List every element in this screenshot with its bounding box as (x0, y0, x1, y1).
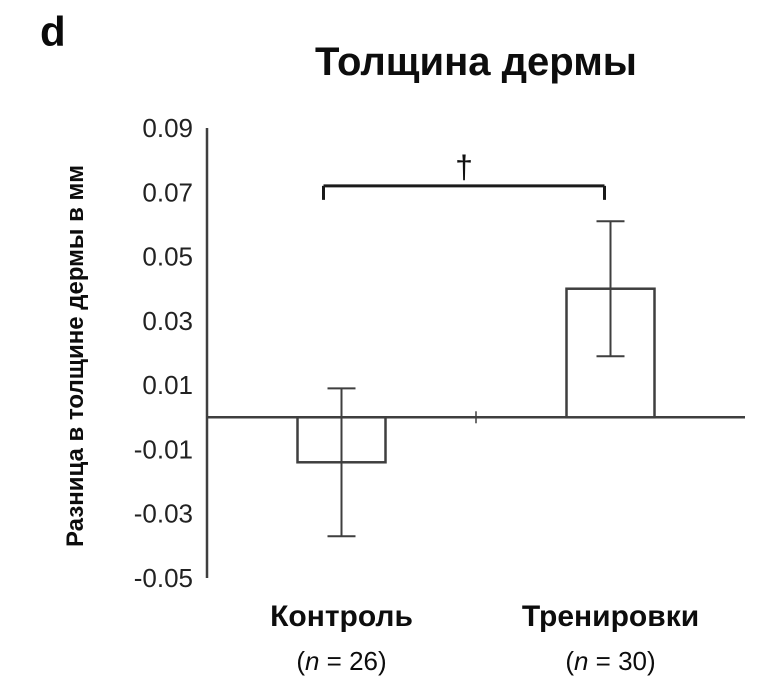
y-tick-label: -0.05 (134, 563, 193, 593)
panel-label: d (40, 8, 66, 55)
y-tick-label: 0.01 (142, 370, 193, 400)
y-tick-label: 0.09 (142, 113, 193, 143)
y-tick-label: 0.05 (142, 242, 193, 272)
y-tick-label: -0.03 (134, 499, 193, 529)
x-category-sublabel: (n = 26) (296, 646, 386, 676)
y-tick-label: 0.07 (142, 177, 193, 207)
x-category-label: Контроль (270, 600, 413, 633)
x-category-label: Тренировки (522, 600, 699, 633)
chart-title: Толщина дермы (315, 40, 637, 84)
significance-dagger: † (455, 149, 473, 185)
y-tick-label: 0.03 (142, 306, 193, 336)
y-tick-label: -0.01 (134, 434, 193, 464)
x-category-sublabel: (n = 30) (565, 646, 655, 676)
